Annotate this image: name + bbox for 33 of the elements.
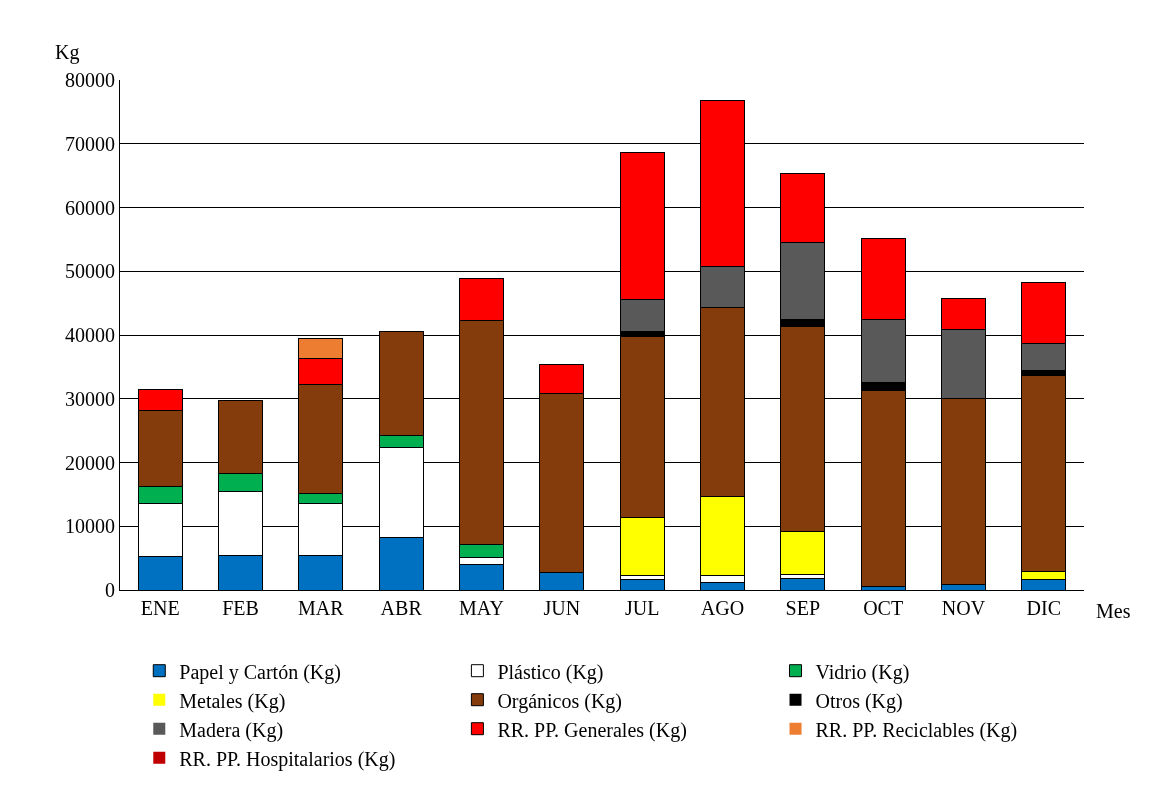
- legend-label: RR. PP. Reciclables (Kg): [815, 718, 1018, 742]
- y-tick-label: 20000: [65, 451, 115, 474]
- x-tick-label: MAR: [298, 597, 345, 619]
- y-tick-label: 0: [105, 579, 115, 601]
- x-axis-title: Mes: [1096, 600, 1131, 622]
- x-tick-label: FEB: [222, 597, 259, 619]
- legend-label: RR. PP. Generales (Kg): [497, 718, 687, 742]
- y-tick-label: 40000: [65, 324, 115, 346]
- x-tick-label: SEP: [785, 597, 821, 619]
- legend-label: Vidrio (Kg): [815, 660, 910, 684]
- x-tick-label: JUL: [624, 597, 660, 619]
- legend-label: Otros (Kg): [815, 689, 903, 713]
- y-tick-label: 70000: [65, 132, 115, 155]
- legend-label: Plástico (Kg): [497, 660, 604, 684]
- x-tick-label: AGO: [700, 597, 745, 619]
- y-tick-label: 50000: [65, 260, 115, 283]
- x-tick-label: OCT: [863, 597, 904, 619]
- legend-label: RR. PP. Hospitalarios (Kg): [179, 747, 396, 771]
- x-tick-label: NOV: [941, 597, 986, 619]
- y-axis-title: Kg: [55, 41, 80, 64]
- legend-label: Madera (Kg): [179, 718, 284, 742]
- x-tick-label: ABR: [380, 597, 423, 619]
- x-tick-label: DIC: [1026, 597, 1062, 619]
- x-tick-label: JUN: [543, 597, 581, 619]
- y-tick-label: 30000: [65, 387, 115, 410]
- y-tick-label: 80000: [65, 69, 115, 91]
- y-tick-label: 10000: [65, 515, 115, 538]
- x-tick-label: ENE: [140, 597, 180, 619]
- legend-label: Papel y Cartón (Kg): [179, 660, 341, 684]
- legend-label: Metales (Kg): [179, 689, 286, 713]
- x-tick-label: MAY: [459, 597, 504, 619]
- y-tick-label: 60000: [65, 196, 115, 219]
- legend-label: Orgánicos (Kg): [497, 689, 623, 713]
